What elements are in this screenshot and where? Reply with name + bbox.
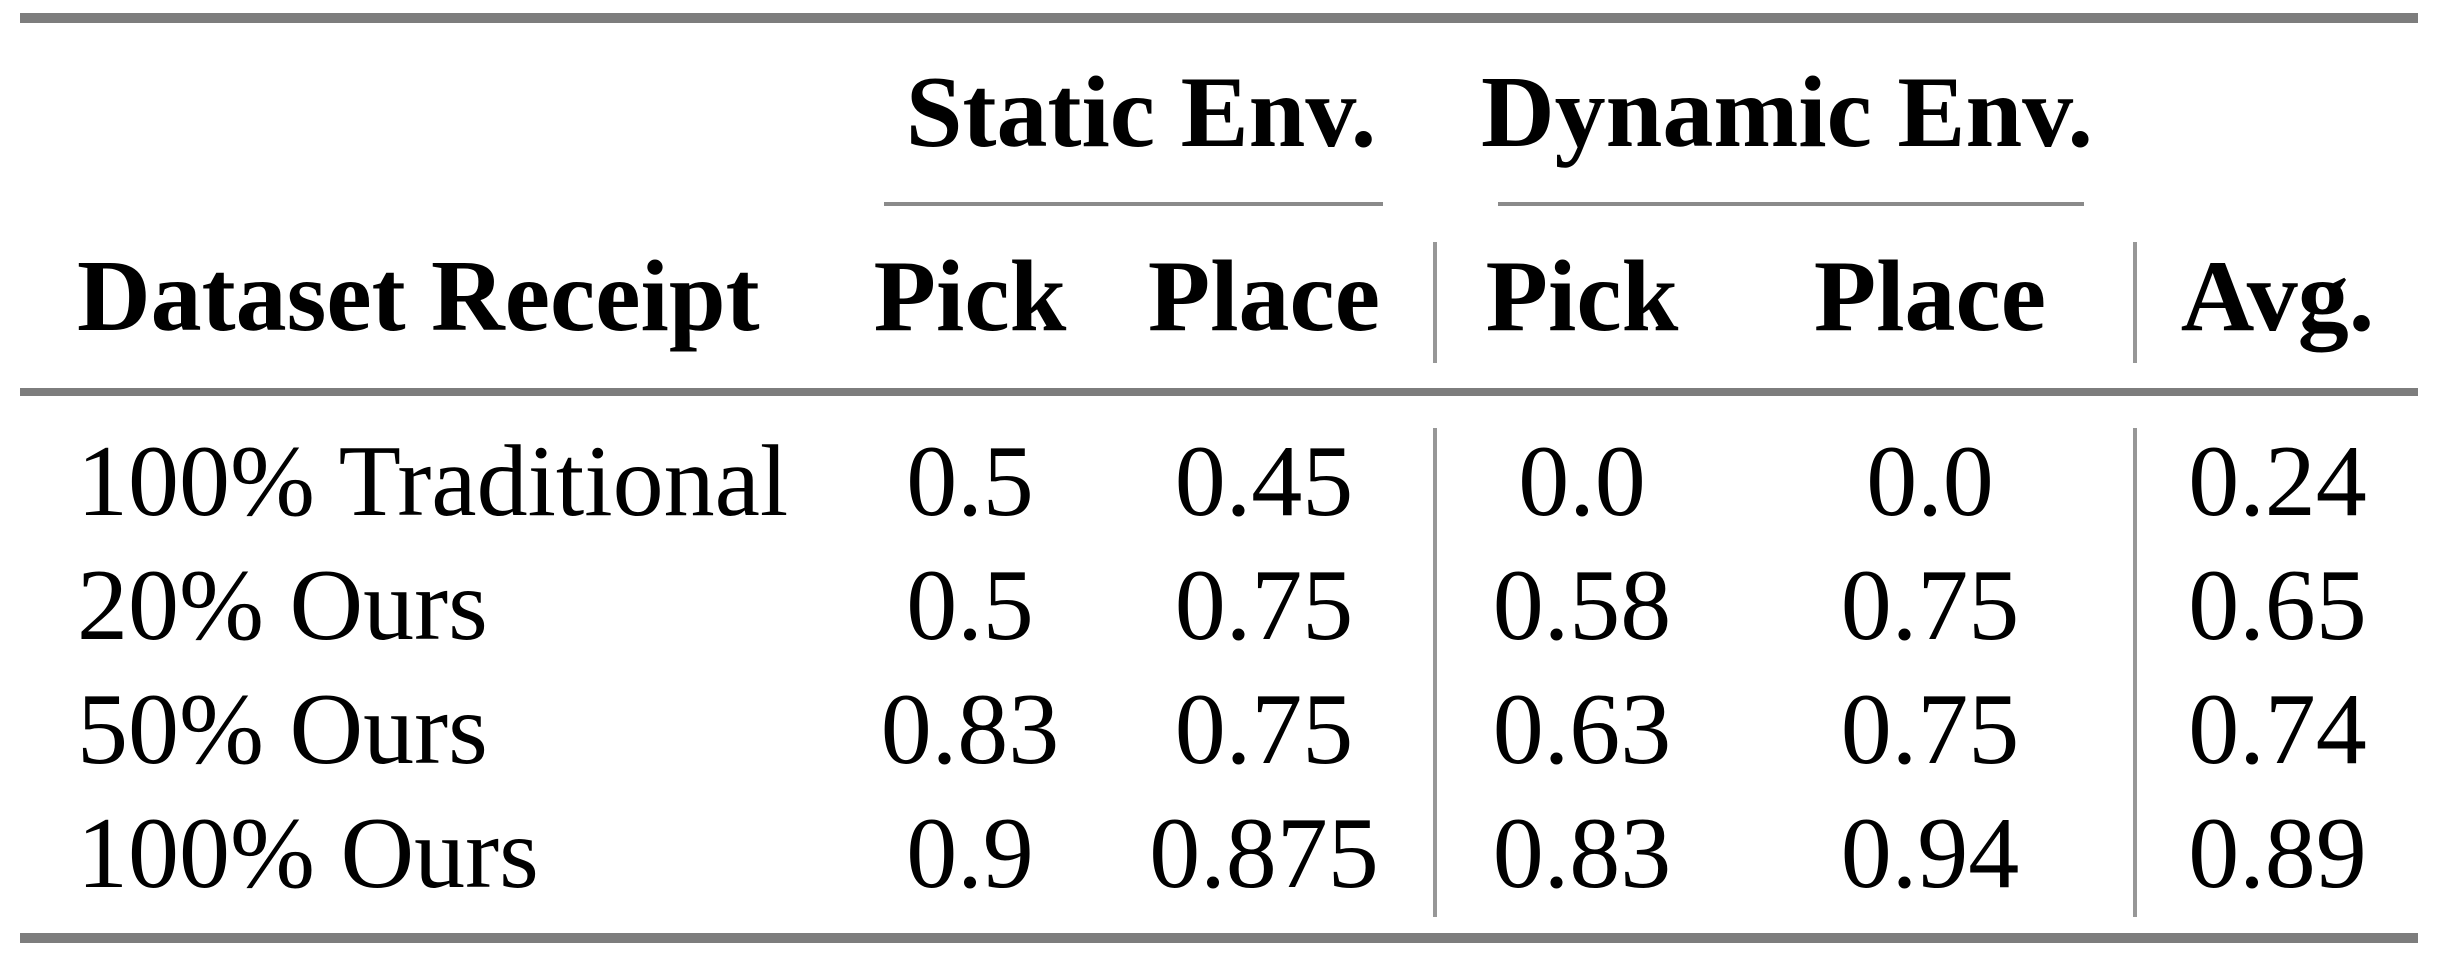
cell-static-place: 0.75	[1174, 549, 1354, 662]
dynamic-env-cmidrule	[1498, 202, 2084, 206]
header-vertical-rule-1	[1433, 242, 1437, 363]
row-label: 100% Ours	[77, 797, 539, 910]
table-top-rule	[20, 13, 2418, 23]
row-label: 100% Traditional	[77, 425, 789, 538]
cell-dynamic-place: 0.94	[1840, 797, 2020, 910]
column-header-dynamic-place: Place	[1813, 240, 2047, 353]
table-row: 100% Traditional 0.5 0.45 0.0 0.0 0.24	[20, 420, 2418, 544]
cell-dynamic-place: 0.75	[1840, 549, 2020, 662]
cell-dynamic-place: 0.75	[1840, 673, 2020, 786]
static-env-cmidrule	[884, 202, 1383, 206]
body-vertical-rule-2	[2133, 428, 2137, 917]
row-label: 50% Ours	[77, 673, 488, 786]
cell-avg: 0.74	[2188, 673, 2367, 786]
column-header-dataset-receipt: Dataset Receipt	[77, 240, 760, 353]
table-mid-rule	[20, 388, 2418, 396]
cell-dynamic-pick: 0.83	[1492, 797, 1672, 910]
group-header-row: Static Env. Dynamic Env.	[20, 23, 2418, 202]
cell-dynamic-pick: 0.58	[1492, 549, 1672, 662]
cell-avg: 0.89	[2188, 797, 2367, 910]
cell-static-pick: 0.5	[906, 549, 1034, 662]
column-header-avg: Avg.	[2180, 240, 2375, 353]
group-header-static-env: Static Env.	[905, 55, 1377, 169]
header-vertical-rule-2	[2133, 242, 2137, 363]
cell-static-pick: 0.83	[880, 673, 1060, 786]
table-row: 100% Ours 0.9 0.875 0.83 0.94 0.89	[20, 792, 2418, 916]
cell-static-pick: 0.9	[906, 797, 1034, 910]
column-header-dynamic-pick: Pick	[1485, 240, 1679, 353]
column-header-static-pick: Pick	[873, 240, 1067, 353]
cell-static-place: 0.875	[1149, 797, 1379, 910]
body-vertical-rule-1	[1433, 428, 1437, 917]
cell-static-place: 0.45	[1174, 425, 1354, 538]
cell-avg: 0.65	[2188, 549, 2367, 662]
cell-dynamic-pick: 0.63	[1492, 673, 1672, 786]
table-body: 100% Traditional 0.5 0.45 0.0 0.0 0.24 2…	[20, 396, 2418, 916]
table-bottom-rule	[20, 933, 2418, 943]
row-label: 20% Ours	[77, 549, 488, 662]
table-row: 20% Ours 0.5 0.75 0.58 0.75 0.65	[20, 544, 2418, 668]
group-header-dynamic-env: Dynamic Env.	[1480, 55, 2094, 169]
cell-static-place: 0.75	[1174, 673, 1354, 786]
cell-avg: 0.24	[2188, 425, 2367, 538]
table-row: 50% Ours 0.83 0.75 0.63 0.75 0.74	[20, 668, 2418, 792]
cell-static-pick: 0.5	[906, 425, 1034, 538]
cell-dynamic-place: 0.0	[1866, 425, 1994, 538]
column-header-row: Dataset Receipt Pick Place Pick Place Av…	[20, 206, 2418, 388]
cell-dynamic-pick: 0.0	[1518, 425, 1646, 538]
column-header-static-place: Place	[1147, 240, 1381, 353]
